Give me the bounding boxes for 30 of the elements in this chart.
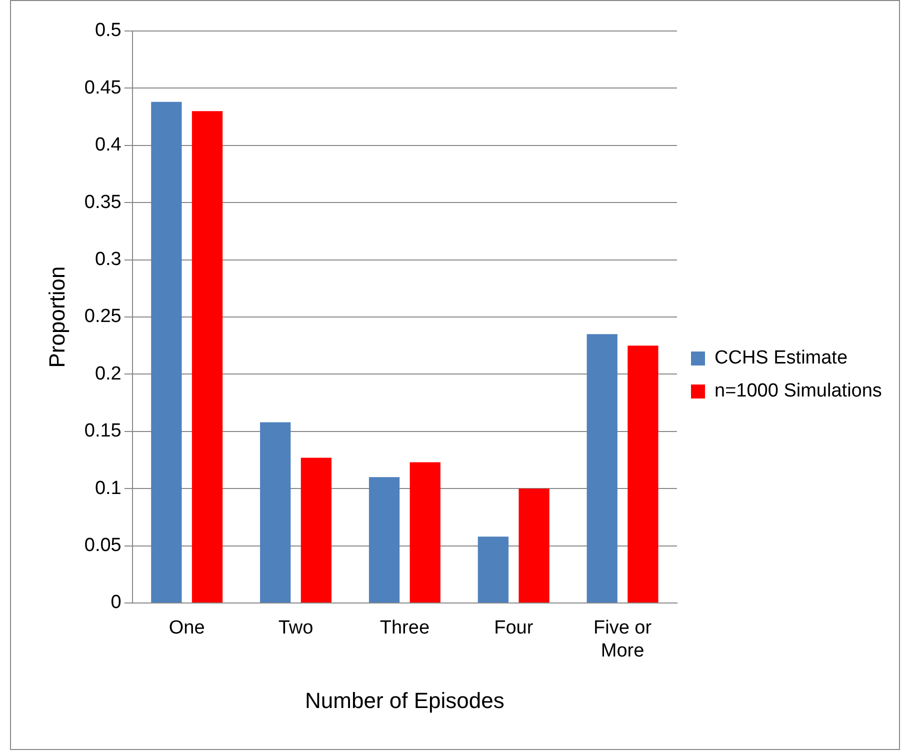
y-tick-label: 0.2 [94, 363, 122, 384]
y-tick-label: 0.1 [94, 478, 122, 499]
y-tick-label: 0.25 [84, 306, 122, 328]
x-axis-title: Number of Episodes [305, 688, 504, 713]
bar [368, 477, 400, 602]
y-tick-label: 0 [110, 592, 122, 614]
x-tick-label: Two [278, 618, 314, 639]
bar [151, 102, 182, 602]
legend-label: CCHS Estimate [714, 348, 848, 369]
legend-label: n=1000 Simulations [714, 380, 882, 402]
bar [478, 536, 509, 602]
bar [192, 111, 223, 602]
y-tick-label: 0.15 [84, 420, 122, 442]
y-tick-label: 0.5 [94, 20, 122, 42]
y-tick-label: 0.3 [94, 249, 122, 270]
y-axis-title: Proportion [44, 266, 70, 368]
y-tick-label: 0.35 [84, 192, 122, 213]
x-tick-label: Three [380, 618, 430, 639]
bar [628, 346, 658, 602]
y-tick-label: 0.4 [94, 134, 122, 156]
bar [260, 422, 291, 602]
x-tick-label: Five or More [594, 618, 652, 662]
bar [300, 458, 332, 602]
bar [586, 334, 618, 602]
bar [410, 462, 440, 602]
x-tick-label: Four [494, 618, 534, 639]
y-tick-label: 0.05 [84, 535, 122, 556]
y-tick-label: 0.45 [84, 77, 122, 98]
bar [518, 488, 550, 602]
x-tick-label: One [168, 618, 205, 639]
